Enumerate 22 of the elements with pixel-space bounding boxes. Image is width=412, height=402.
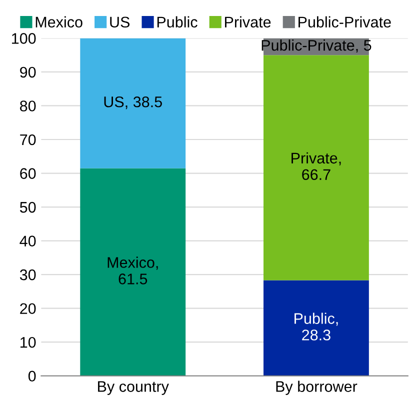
data-label: Mexico, 61.5 bbox=[108, 256, 158, 284]
legend-label: Public-Private bbox=[298, 16, 391, 28]
x-tick-label: By borrower bbox=[276, 380, 358, 395]
y-tick-label: 20 bbox=[20, 303, 36, 314]
data-label: Private, 66.7 bbox=[292, 152, 341, 180]
x-tick-label: By country bbox=[98, 381, 169, 395]
data-label: US, 38.5 bbox=[104, 96, 162, 110]
y-tick-label: 70 bbox=[20, 134, 36, 146]
y-tick-label: 50 bbox=[20, 202, 36, 213]
y-tick-label: 100 bbox=[12, 33, 36, 44]
y-tick-label: 60 bbox=[20, 168, 36, 179]
legend-label: Private bbox=[225, 16, 271, 28]
y-tick-label: 10 bbox=[20, 336, 36, 348]
y-tick-label: 80 bbox=[20, 100, 36, 112]
legend-label: Mexico bbox=[36, 16, 82, 28]
data-label: Public, 28.3 bbox=[294, 312, 338, 340]
y-tick-label: 0 bbox=[28, 370, 36, 382]
legend-label: Public bbox=[157, 16, 198, 28]
legend-label: US bbox=[110, 16, 130, 28]
y-tick-label: 40 bbox=[20, 236, 36, 246]
y-tick-label: 90 bbox=[20, 66, 36, 78]
y-tick-label: 30 bbox=[20, 269, 36, 280]
